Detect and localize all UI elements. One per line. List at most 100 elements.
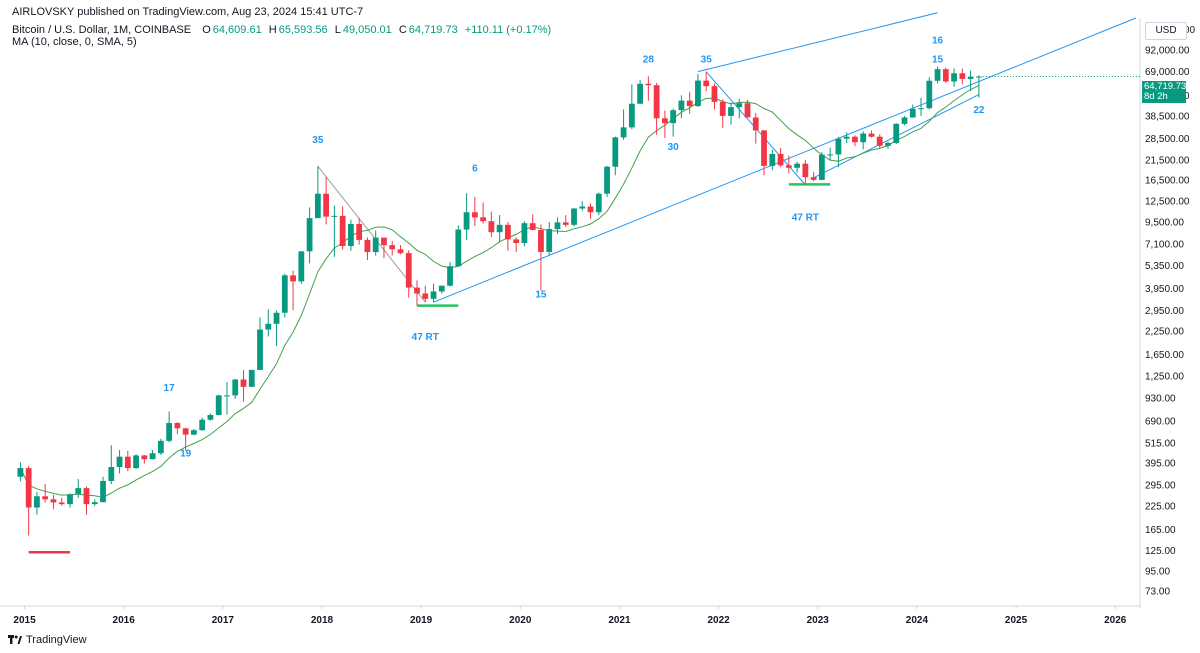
publisher-line: AIRLOVSKY published on TradingView.com, …	[12, 6, 364, 18]
candle-body	[529, 223, 536, 230]
candle	[141, 454, 148, 464]
price-tick-label: 125.00	[1145, 546, 1176, 557]
candle-body	[191, 430, 197, 435]
candle	[505, 221, 511, 251]
candle	[513, 237, 520, 252]
tradingview-footer[interactable]: TradingView	[8, 634, 87, 646]
candle-body	[108, 467, 115, 481]
candle-body	[546, 229, 553, 252]
annotations: 35 17 19 6 47 RT 15 28 30 35 47 RT 16 15 22	[164, 36, 985, 460]
indicator-legend[interactable]: MA (10, close, 0, SMA, 5)	[12, 36, 137, 48]
candle	[728, 102, 734, 125]
candle-body	[876, 136, 883, 146]
candle-body	[752, 117, 759, 131]
candle	[100, 476, 106, 503]
candle	[232, 378, 239, 400]
candle-body	[455, 229, 462, 267]
candle	[612, 136, 619, 176]
symbol-ohlc-line[interactable]: Bitcoin / U.S. Dollar, 1M, COINBASE O 64,…	[12, 24, 555, 36]
candle-body	[967, 76, 974, 79]
candle	[918, 97, 924, 116]
candle	[695, 73, 701, 107]
annotation-label: 17	[164, 383, 176, 394]
candle	[942, 67, 949, 83]
candle	[356, 218, 363, 245]
candle-body	[306, 218, 313, 252]
price-tick-label: 38,500.00	[1145, 111, 1190, 122]
candle-body	[298, 251, 305, 282]
candle-body	[893, 123, 900, 143]
candle	[281, 273, 288, 318]
footer-brand: TradingView	[26, 634, 87, 646]
price-tick-label: 16,500.00	[1145, 176, 1190, 187]
candle	[182, 427, 189, 451]
candle	[471, 197, 478, 227]
candle	[174, 421, 181, 434]
candle-body	[58, 502, 65, 505]
candle-body	[703, 80, 710, 87]
candle	[430, 283, 437, 303]
candle-body	[521, 223, 528, 244]
price-tick-label: 295.00	[1145, 481, 1176, 492]
candle-body	[463, 212, 470, 230]
last-price-tag: 64,719.73 8d 2h	[1142, 81, 1186, 103]
candle	[579, 201, 586, 211]
price-tick-label: 225.00	[1145, 501, 1176, 512]
candle-body	[885, 142, 891, 146]
candle-body	[149, 453, 156, 460]
candle	[901, 116, 908, 126]
tradingview-logo-icon	[8, 635, 22, 644]
candle-body	[100, 480, 106, 503]
candle-body	[670, 110, 677, 124]
candle	[199, 417, 206, 431]
candle-body	[777, 153, 784, 166]
candle-body	[843, 136, 850, 139]
candle	[265, 309, 272, 337]
candle	[116, 449, 123, 474]
candle	[463, 193, 470, 240]
price-tick-label: 690.00	[1145, 416, 1176, 427]
candle-body	[323, 193, 330, 217]
candle-body	[265, 323, 272, 330]
candle	[868, 130, 875, 138]
candle-body	[909, 108, 916, 118]
annotation-label: 6	[472, 163, 478, 174]
candle	[736, 98, 743, 119]
candle	[381, 237, 387, 259]
trendlines	[28, 12, 1137, 554]
candle-body	[513, 239, 520, 244]
price-tick-label: 21,500.00	[1145, 156, 1190, 167]
candle	[149, 449, 156, 460]
candle-body	[620, 127, 627, 138]
candles	[17, 66, 982, 536]
candle	[562, 215, 569, 227]
candle	[438, 285, 445, 294]
annotation-label: 15	[932, 54, 944, 65]
candle	[744, 100, 751, 118]
candle	[323, 176, 330, 225]
candle	[157, 438, 164, 455]
symbol-title[interactable]: Bitcoin / U.S. Dollar, 1M, COINBASE	[12, 24, 192, 36]
time-tick-label: 2021	[608, 615, 631, 626]
candle-body	[430, 291, 437, 299]
candle	[876, 134, 883, 149]
candle-body	[25, 468, 32, 508]
currency-badge[interactable]: USD	[1145, 22, 1187, 40]
candle	[703, 71, 710, 92]
ohlc-high: H 65,593.56	[268, 24, 328, 36]
candle	[397, 245, 404, 255]
candle	[554, 217, 561, 235]
candle-body	[686, 100, 693, 107]
candle-body	[645, 83, 652, 86]
candle	[604, 165, 610, 198]
candle-body	[736, 103, 743, 108]
candle	[827, 147, 834, 161]
candle	[50, 494, 57, 510]
candle-body	[133, 455, 139, 469]
candle-body	[711, 86, 718, 102]
candle	[215, 394, 222, 416]
price-tick-label: 92,000.00	[1145, 45, 1190, 56]
price-tick-label: 515.00	[1145, 438, 1176, 449]
candle-body	[83, 488, 90, 505]
